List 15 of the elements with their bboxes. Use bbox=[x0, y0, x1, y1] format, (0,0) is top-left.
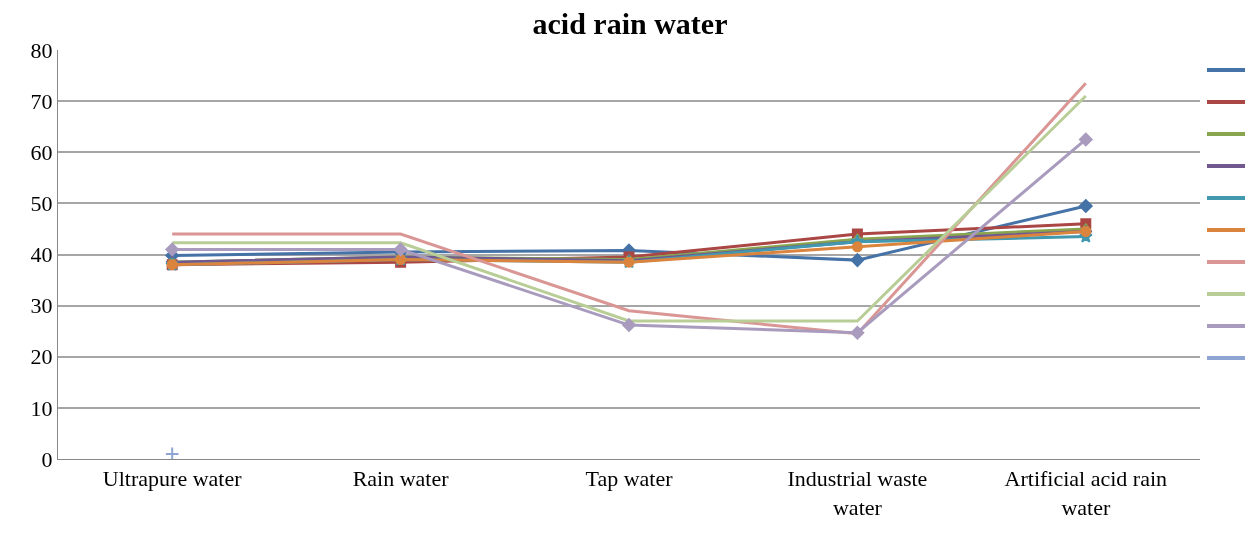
y-tick-label: 30 bbox=[30, 293, 53, 319]
x-tick-label: Industrial waste water bbox=[787, 466, 928, 520]
x-tick-label: Rain water bbox=[352, 466, 450, 492]
y-tick-label: 80 bbox=[30, 37, 53, 63]
chart-title: acid rain water bbox=[532, 7, 728, 41]
x-tick-label: Tap water bbox=[585, 466, 674, 492]
x-tick-label: Ultrapure water bbox=[102, 466, 243, 492]
y-tick-label: 50 bbox=[30, 191, 53, 217]
y-tick-label: 70 bbox=[30, 88, 53, 114]
y-tick-label: 10 bbox=[30, 395, 53, 421]
y-tick-label: 60 bbox=[30, 139, 53, 165]
y-tick-label: 40 bbox=[30, 242, 53, 268]
y-tick-label: 20 bbox=[30, 344, 53, 370]
x-tick-label: Artificial acid rain water bbox=[1004, 466, 1168, 520]
y-tick-label: 0 bbox=[41, 446, 53, 472]
